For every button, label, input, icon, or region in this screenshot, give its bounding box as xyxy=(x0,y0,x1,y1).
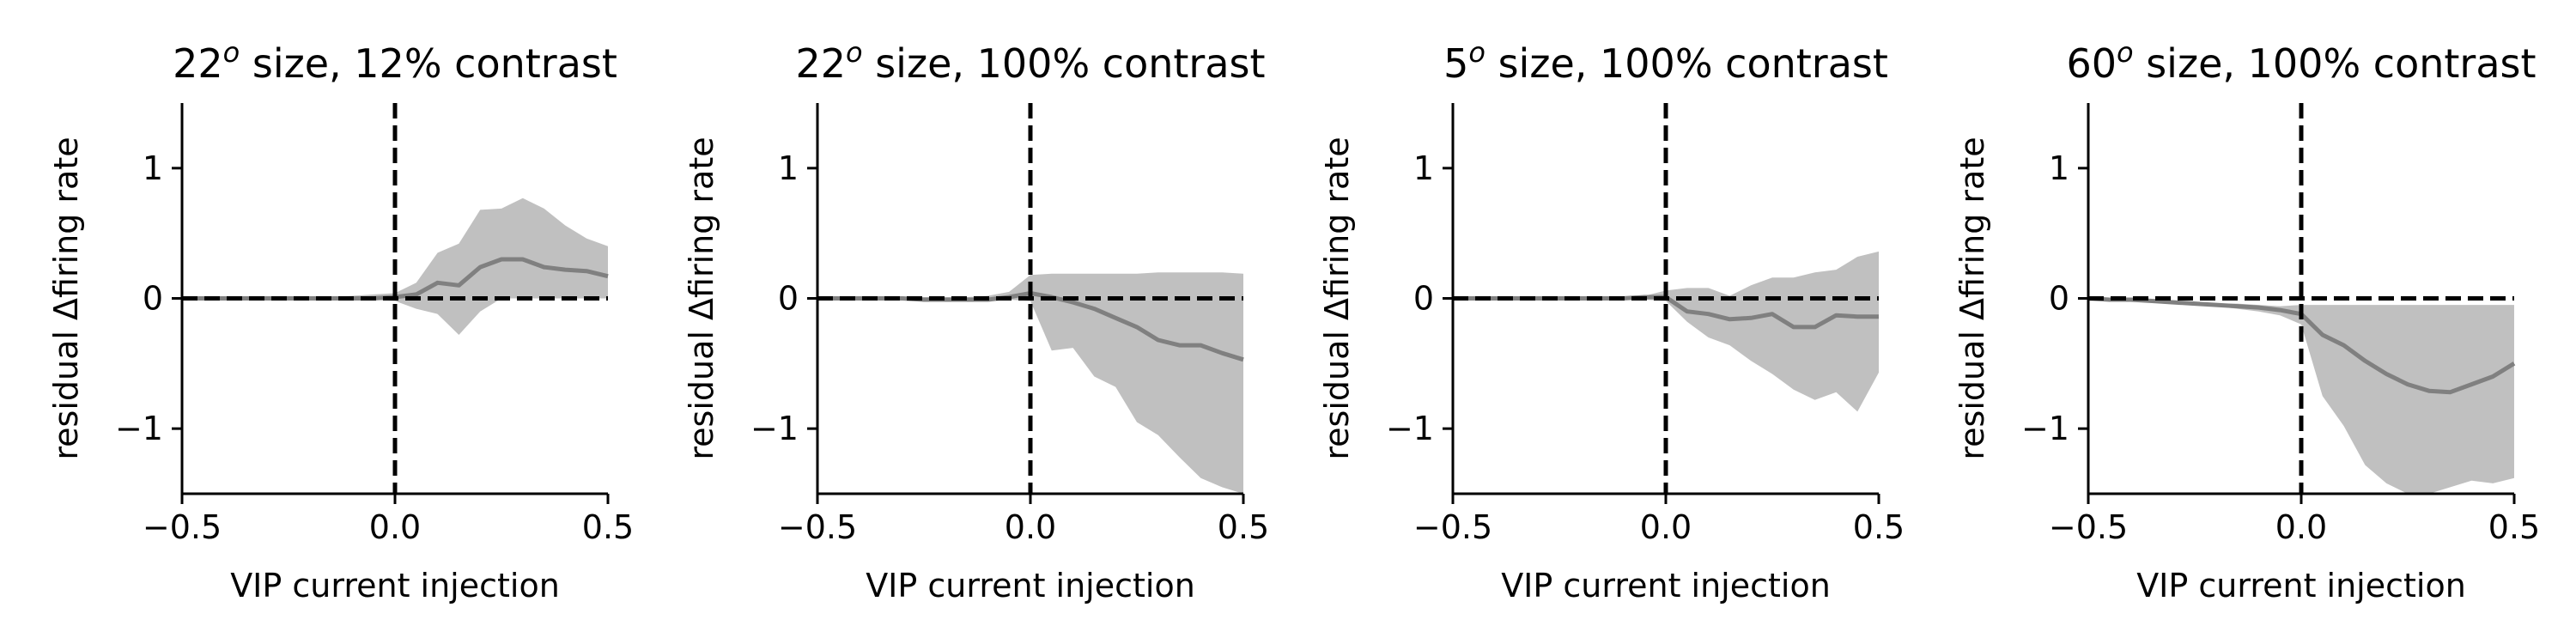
chart-panel-2: −0.5 0.0 0.5 −1 0 1 22o size, 100% contrast VIP… xyxy=(683,36,1269,605)
x-tick-label: 0.0 xyxy=(2275,508,2327,546)
x-axis-label: VIP current injection xyxy=(866,567,1195,605)
x-axis-label: VIP current injection xyxy=(230,567,560,605)
y-tick-label: 1 xyxy=(1413,149,1434,187)
confidence-band xyxy=(2088,297,2514,494)
chart-title: 60o size, 100% contrast xyxy=(2066,36,2536,87)
y-tick-label: −1 xyxy=(2021,410,2069,447)
y-tick-label: −1 xyxy=(750,410,799,447)
chart-panel-3: −0.5 0.0 0.5 −1 0 1 5o size, 100% contrast VIP … xyxy=(1318,36,1905,605)
x-axis-label: VIP current injection xyxy=(1501,567,1831,605)
y-tick-label: −1 xyxy=(115,410,163,447)
y-axis-label: residual Δfiring rate xyxy=(683,137,720,459)
y-tick-label: 0 xyxy=(778,280,799,318)
y-tick-label: 0 xyxy=(1413,280,1434,318)
x-axis-label: VIP current injection xyxy=(2136,567,2466,605)
chart-title: 22o size, 100% contrast xyxy=(795,36,1265,87)
chart-panel-1: −0.5 0.0 0.5 −1 0 1 22o size, 12% contrast VIP … xyxy=(47,36,634,605)
x-tick-label: 0.5 xyxy=(1853,508,1905,546)
confidence-band xyxy=(1453,251,1879,412)
y-tick-label: 1 xyxy=(143,149,163,187)
y-tick-label: 0 xyxy=(2049,280,2069,318)
y-tick-label: 1 xyxy=(2049,149,2069,187)
x-tick-label: −0.5 xyxy=(2049,508,2128,546)
chart-title: 5o size, 100% contrast xyxy=(1443,36,1888,87)
y-axis-label: residual Δfiring rate xyxy=(1318,137,1356,459)
x-tick-label: 0.0 xyxy=(369,508,421,546)
y-tick-label: 1 xyxy=(778,149,799,187)
x-tick-label: −0.5 xyxy=(778,508,857,546)
confidence-band xyxy=(182,197,608,335)
x-tick-label: 0.5 xyxy=(1218,508,1269,546)
y-tick-label: −1 xyxy=(1386,410,1434,447)
y-tick-label: 0 xyxy=(143,280,163,318)
x-tick-label: −0.5 xyxy=(1413,508,1492,546)
chart-title: 22o size, 12% contrast xyxy=(173,36,617,87)
x-tick-label: −0.5 xyxy=(143,508,222,546)
x-tick-label: 0.5 xyxy=(2488,508,2540,546)
x-tick-label: 0.0 xyxy=(1005,508,1056,546)
y-axis-label: residual Δfiring rate xyxy=(1953,137,1991,459)
x-tick-label: 0.0 xyxy=(1640,508,1692,546)
x-tick-label: 0.5 xyxy=(582,508,634,546)
y-axis-label: residual Δfiring rate xyxy=(47,137,85,459)
chart-panel-4: −0.5 0.0 0.5 −1 0 1 60o size, 100% contrast VIP… xyxy=(1953,36,2540,605)
